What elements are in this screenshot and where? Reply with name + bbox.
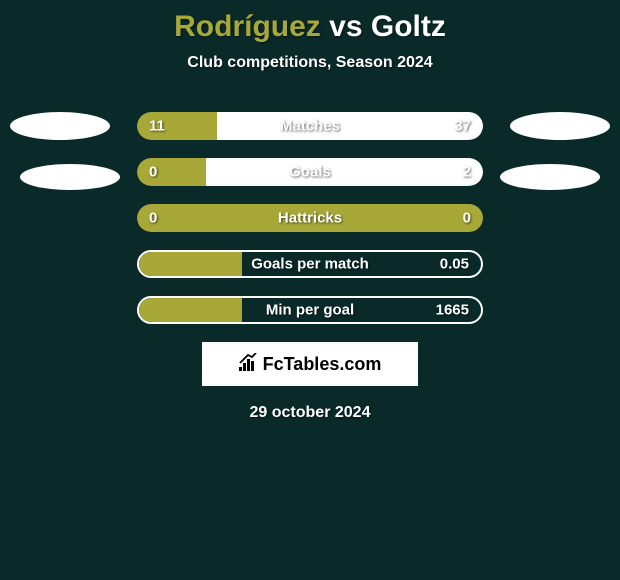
subtitle: Club competitions, Season 2024 xyxy=(0,54,620,72)
logo-text: FcTables.com xyxy=(239,353,382,376)
vs-label: vs xyxy=(329,10,362,43)
logo-label: FcTables.com xyxy=(263,354,382,375)
stat-value-left: 0 xyxy=(149,210,157,227)
bar-left xyxy=(139,298,242,322)
comparison-card: Rodríguez vs Goltz Club competitions, Se… xyxy=(0,0,620,422)
page-title: Rodríguez vs Goltz xyxy=(0,10,620,44)
bar-left xyxy=(139,252,242,276)
player2-photo xyxy=(510,112,610,140)
date-label: 29 october 2024 xyxy=(0,404,620,422)
stat-row: 11 Matches 37 xyxy=(137,112,483,140)
bar-right xyxy=(206,158,483,186)
player2-name: Goltz xyxy=(371,10,446,43)
stat-row: 0 Hattricks 0 xyxy=(137,204,483,232)
stat-row: Min per goal 1665 xyxy=(137,296,483,324)
chart-icon xyxy=(239,353,259,376)
stat-value-left: 0 xyxy=(149,164,157,181)
stat-label: Goals per match xyxy=(251,256,369,273)
stat-label: Goals xyxy=(289,164,331,181)
bar-left xyxy=(137,158,206,186)
logo-box: FcTables.com xyxy=(202,342,418,386)
stat-value-right: 2 xyxy=(463,164,471,181)
player2-club-photo xyxy=(500,164,600,190)
stat-label: Hattricks xyxy=(278,210,342,227)
stat-row: 0 Goals 2 xyxy=(137,158,483,186)
stat-row: Goals per match 0.05 xyxy=(137,250,483,278)
stat-value-right: 1665 xyxy=(436,302,469,319)
player1-photo xyxy=(10,112,110,140)
stat-label: Min per goal xyxy=(266,302,354,319)
player1-name: Rodríguez xyxy=(174,10,321,43)
player1-club-photo xyxy=(20,164,120,190)
stat-value-right: 0 xyxy=(463,210,471,227)
stat-bars: 11 Matches 37 0 Goals 2 0 Hattricks 0 Goals per m… xyxy=(137,112,483,324)
stat-area: 11 Matches 37 0 Goals 2 0 Hattricks 0 Goals per m… xyxy=(0,112,620,324)
stat-value-right: 0.05 xyxy=(440,256,469,273)
stat-label: Matches xyxy=(280,118,340,135)
bar-right xyxy=(217,112,483,140)
stat-value-left: 11 xyxy=(149,118,165,135)
stat-value-right: 37 xyxy=(454,118,471,135)
